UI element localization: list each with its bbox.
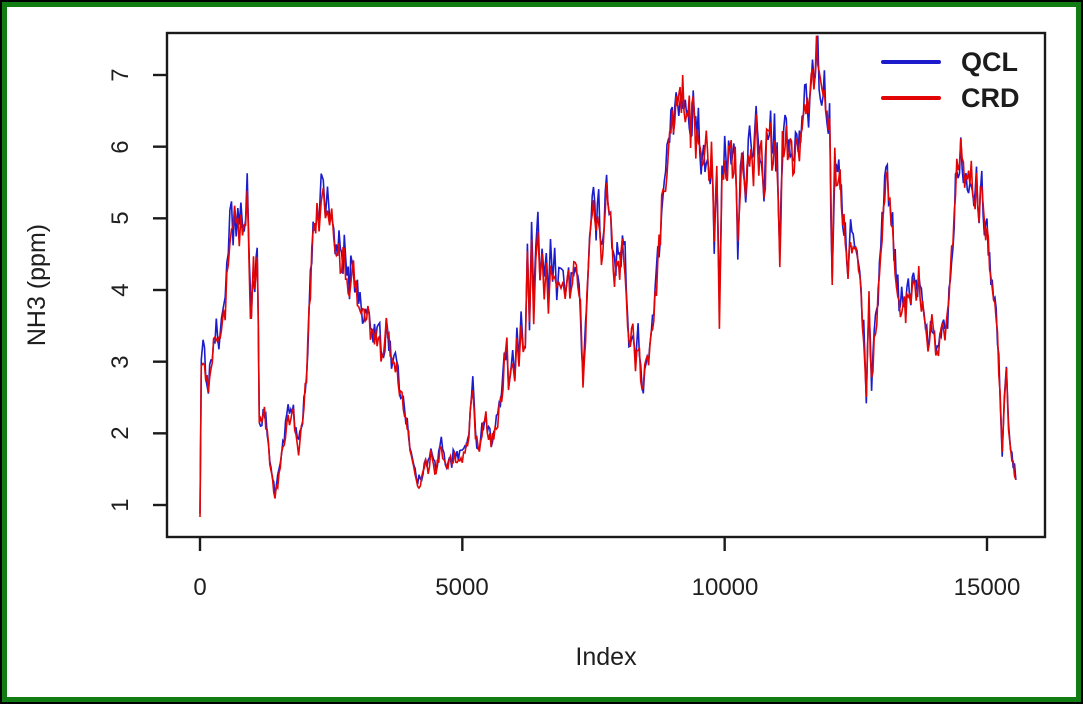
chart-canvas: 1 2 3 4 5 6 7 0 5000 10000 15000 NH3 (pp…	[7, 7, 1076, 697]
plot-box	[165, 31, 1047, 539]
y-axis-label: NH3 (ppm)	[23, 223, 51, 347]
x-tick-label-10000: 10000	[691, 574, 759, 601]
y-tick-label-1: 1	[107, 498, 134, 512]
qcl-line-swatch-icon	[881, 60, 941, 64]
legend-item-crd: CRD	[881, 80, 1020, 116]
legend-label-crd: CRD	[961, 82, 1020, 113]
nh3-line-chart	[153, 31, 1047, 551]
y-tick-label-2: 2	[107, 426, 134, 440]
y-tick-label-6: 6	[107, 140, 134, 154]
x-tick-label-0: 0	[193, 574, 207, 601]
x-tick-label-15000: 15000	[953, 574, 1021, 601]
crd-line-swatch-icon	[881, 96, 941, 100]
y-tick-label-7: 7	[107, 68, 134, 82]
y-tick-label-3: 3	[107, 355, 134, 369]
legend: QCL CRD	[881, 44, 1020, 116]
crd-line	[199, 35, 1017, 518]
legend-item-qcl: QCL	[881, 44, 1020, 80]
y-tick-label-4: 4	[107, 283, 134, 297]
legend-label-qcl: QCL	[961, 46, 1018, 77]
x-axis-label: Index	[575, 643, 637, 671]
y-tick-label-5: 5	[107, 211, 134, 225]
x-tick-label-5000: 5000	[435, 574, 489, 601]
